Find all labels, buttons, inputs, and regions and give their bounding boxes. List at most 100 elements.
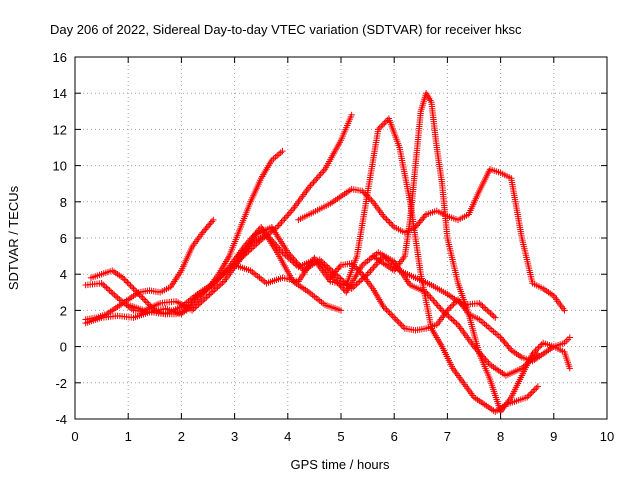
data-point	[307, 182, 314, 189]
data-point	[528, 389, 535, 396]
data-point	[98, 280, 105, 287]
data-point	[376, 124, 383, 132]
data-point	[482, 305, 489, 313]
data-point	[331, 269, 338, 277]
data-point	[518, 365, 526, 372]
data-point	[384, 308, 392, 315]
data-point	[210, 280, 217, 287]
data-point	[359, 187, 366, 195]
data-point	[367, 267, 374, 275]
data-point	[287, 209, 294, 216]
y-tick-label: 16	[53, 50, 67, 65]
data-point	[394, 317, 401, 324]
data-point	[450, 317, 457, 324]
data-point	[480, 304, 488, 311]
data-point	[381, 214, 389, 222]
data-point	[329, 271, 337, 278]
data-point	[327, 274, 334, 282]
data-point	[418, 216, 426, 223]
data-point	[353, 281, 360, 288]
data-point	[314, 174, 321, 181]
data-point	[311, 177, 319, 184]
data-point	[292, 260, 299, 268]
data-point	[232, 254, 240, 262]
y-tick-label: 14	[53, 86, 67, 101]
data-point	[254, 239, 262, 246]
data-point	[316, 172, 323, 180]
data-point	[221, 269, 228, 277]
data-point	[501, 339, 508, 346]
data-point	[492, 314, 499, 321]
data-point	[130, 285, 137, 292]
data-point	[383, 216, 390, 223]
data-point	[285, 210, 292, 218]
data-point	[137, 293, 145, 300]
data-point	[201, 295, 209, 303]
data-point	[195, 301, 202, 308]
series-sat-g	[295, 166, 568, 314]
x-axis-label: GPS time / hours	[291, 457, 390, 472]
data-point	[384, 217, 392, 225]
data-point	[386, 219, 393, 226]
data-point	[529, 350, 536, 358]
data-point	[244, 243, 251, 250]
data-point	[447, 304, 454, 311]
data-point	[142, 297, 149, 305]
data-point	[333, 266, 341, 274]
data-point	[239, 248, 246, 255]
data-point	[500, 337, 507, 344]
x-tick-label: 8	[497, 429, 504, 444]
data-point	[103, 284, 110, 291]
data-point	[383, 306, 390, 314]
data-point	[417, 217, 424, 225]
data-point	[371, 262, 379, 270]
data-point	[535, 344, 542, 351]
data-point	[354, 266, 361, 273]
data-point	[479, 302, 486, 310]
series-sat-h	[231, 115, 542, 415]
data-point	[328, 273, 335, 280]
y-tick-label: 2	[60, 303, 67, 318]
x-tick-label: 6	[391, 429, 398, 444]
data-point	[351, 263, 358, 270]
data-point	[204, 292, 212, 300]
data-point	[381, 305, 389, 312]
data-point	[497, 334, 504, 341]
data-point	[206, 221, 213, 228]
data-point	[380, 303, 387, 310]
data-point	[485, 308, 493, 316]
data-point	[278, 219, 285, 226]
data-point	[202, 226, 209, 233]
data-point	[193, 302, 201, 310]
data-point	[199, 229, 206, 236]
data-point	[566, 334, 573, 341]
data-point	[389, 312, 396, 320]
data-point	[356, 267, 363, 275]
data-point	[382, 118, 390, 125]
data-point	[453, 320, 460, 327]
data-point	[566, 365, 573, 372]
data-point	[293, 262, 301, 269]
data-point	[448, 315, 455, 323]
x-tick-label: 7	[444, 429, 451, 444]
data-point	[231, 256, 238, 263]
data-point	[284, 253, 291, 261]
x-tick-label: 2	[178, 429, 185, 444]
series-sat-i	[369, 90, 573, 415]
data-point	[437, 305, 444, 312]
data-point	[430, 297, 437, 304]
x-tick-label: 9	[550, 429, 557, 444]
data-point	[204, 223, 212, 230]
data-point	[280, 250, 288, 258]
data-point	[214, 275, 222, 283]
data-point	[434, 302, 441, 309]
data-point	[209, 288, 216, 295]
data-point	[400, 323, 407, 331]
data-point	[236, 251, 243, 259]
data-point	[451, 299, 459, 306]
data-point	[216, 274, 223, 281]
data-point	[276, 220, 284, 228]
y-axis-label: SDTVAR / TECUs	[6, 185, 21, 290]
data-point	[284, 212, 291, 219]
